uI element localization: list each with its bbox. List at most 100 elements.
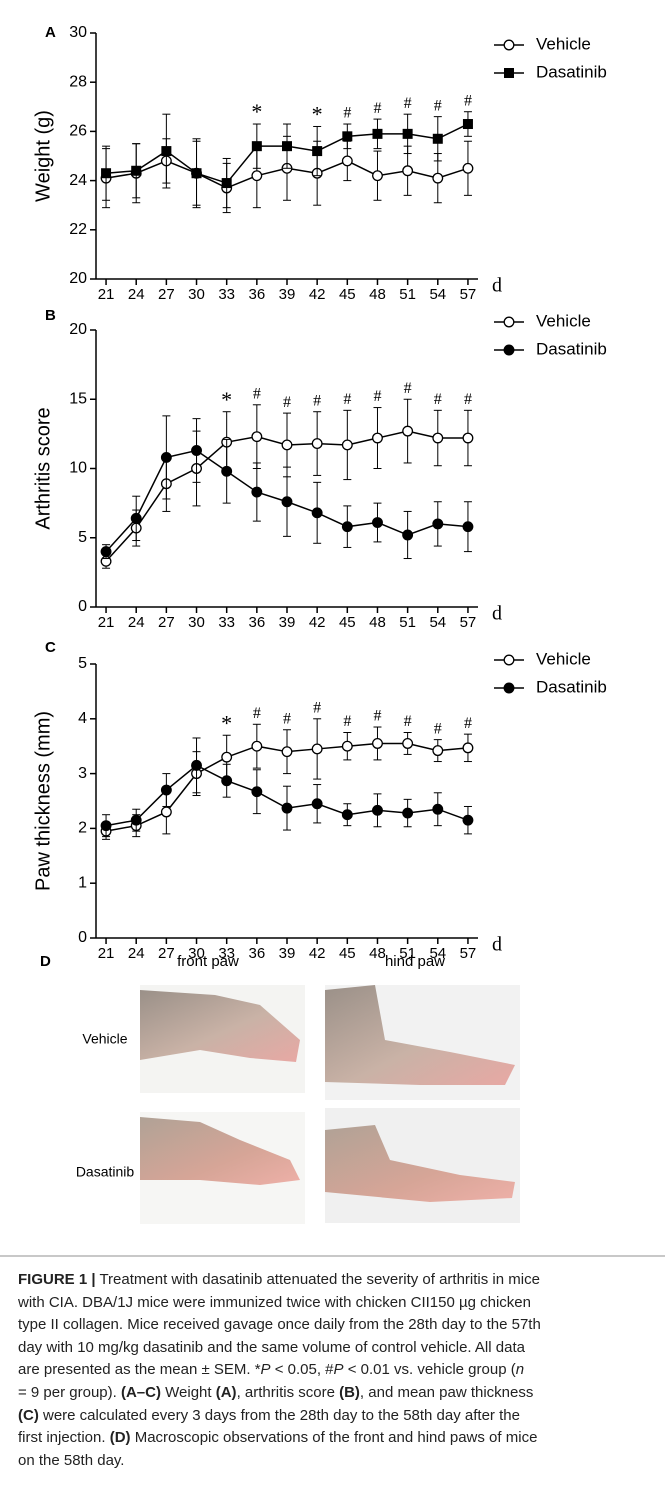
annotation: #: [283, 394, 291, 411]
caption-text: , arthritis score: [236, 1383, 340, 1401]
x-tick-label: 39: [279, 286, 296, 303]
x-tick-label: 57: [460, 614, 477, 631]
legend-marker: [503, 682, 515, 694]
x-tick-label: 54: [429, 286, 446, 303]
marker: [311, 743, 323, 755]
x-tick-label: 33: [218, 945, 235, 962]
marker: [311, 507, 323, 519]
marker: [342, 131, 353, 142]
y-tick-label: 10: [69, 460, 87, 477]
y-tick-label: 5: [78, 529, 87, 546]
x-tick-label: 45: [339, 286, 356, 303]
x-tick-label: 54: [429, 614, 446, 631]
caption-line: FIGURE 1 | Treatment with dasatinib atte…: [18, 1269, 651, 1292]
legend-label: Vehicle: [536, 649, 591, 668]
marker: [251, 486, 263, 498]
x-tick-label: 24: [128, 286, 145, 303]
marker: [251, 431, 263, 443]
marker: [161, 146, 172, 157]
y-tick-label: 22: [69, 221, 87, 238]
x-tick-label: 39: [279, 945, 296, 962]
caption-line: on the 58th day.: [18, 1450, 651, 1473]
marker: [251, 786, 263, 798]
panel-letter: B: [45, 307, 56, 324]
marker: [251, 740, 263, 752]
x-tick-label: 27: [158, 286, 175, 303]
marker: [100, 546, 112, 558]
marker: [160, 784, 172, 796]
x-tick-label: 21: [98, 286, 115, 303]
x-tick-label: 36: [248, 614, 265, 631]
caption-text: (D): [109, 1429, 131, 1447]
annotation: #: [253, 705, 261, 722]
marker: [281, 746, 293, 758]
legend-label: Dasatinib: [536, 339, 607, 358]
marker: [402, 425, 414, 437]
annotation: #: [464, 715, 472, 732]
column-label: hind paw: [385, 953, 445, 970]
legend-marker: [503, 344, 515, 356]
marker: [432, 745, 444, 757]
caption-text: (B): [339, 1383, 360, 1401]
annotation: #: [404, 95, 412, 112]
marker: [462, 814, 474, 826]
x-tick-label: 24: [128, 945, 145, 962]
x-tick-label: 42: [309, 945, 326, 962]
marker: [341, 155, 353, 167]
x-tick-label: 27: [158, 614, 175, 631]
marker: [372, 170, 383, 182]
x-tick-label: 33: [218, 614, 235, 631]
x-tick-label: 45: [339, 614, 356, 631]
marker: [462, 521, 474, 533]
marker: [281, 439, 293, 451]
y-tick-label: 4: [78, 710, 87, 727]
legend-marker: [503, 39, 515, 51]
marker: [462, 432, 474, 444]
marker: [372, 804, 383, 816]
marker: [402, 165, 414, 177]
caption-line: type II collagen. Mice received gavage o…: [18, 1314, 651, 1337]
legend-marker: [504, 68, 514, 78]
caption-text: first injection.: [18, 1429, 110, 1447]
marker: [130, 512, 142, 524]
caption-text: with CIA. DBA/1J mice were immunized twi…: [18, 1293, 531, 1311]
y-axis-label: Arthritis score: [32, 407, 54, 529]
caption-text: (A–C): [120, 1383, 161, 1401]
y-axis-label: Weight (g): [32, 110, 54, 202]
x-tick-label: 57: [460, 945, 477, 962]
marker: [462, 162, 474, 174]
photo: [140, 985, 305, 1093]
annotation: *: [312, 102, 323, 127]
marker: [130, 814, 142, 826]
marker: [432, 172, 444, 184]
panel-letter: C: [45, 639, 56, 656]
y-tick-label: 3: [78, 765, 87, 782]
x-tick-label: 39: [279, 614, 296, 631]
caption-text: P: [260, 1361, 271, 1379]
annotation: #: [313, 392, 321, 409]
x-tick-label: 51: [399, 945, 416, 962]
x-tick-label: 51: [399, 286, 416, 303]
annotation: #: [373, 388, 381, 405]
x-tick-label: 21: [98, 614, 115, 631]
caption-text: day with 10 mg/kg dasatinib and the same…: [18, 1338, 525, 1356]
x-tick-label: 51: [399, 614, 416, 631]
caption-text: Weight: [160, 1383, 216, 1401]
caption-text: are presented as the mean ± SEM. *: [18, 1361, 261, 1379]
annotation: *: [221, 387, 232, 412]
marker: [101, 168, 112, 179]
annotation: #: [434, 391, 442, 408]
annotation: #: [434, 720, 442, 737]
caption-line: day with 10 mg/kg dasatinib and the same…: [18, 1337, 651, 1360]
caption-text: Treatment with dasatinib attenuated the …: [95, 1271, 540, 1288]
y-tick-label: 0: [78, 929, 87, 946]
x-tick-label: 48: [369, 614, 386, 631]
y-axis-label: Paw thickness (mm): [32, 711, 54, 891]
caption-text: Macroscopic observations of the front an…: [130, 1429, 538, 1447]
annotation: #: [373, 100, 381, 117]
caption-text: type II collagen. Mice received gavage o…: [18, 1316, 541, 1334]
marker: [432, 432, 444, 444]
x-tick-label: 42: [309, 286, 326, 303]
marker: [100, 820, 112, 832]
